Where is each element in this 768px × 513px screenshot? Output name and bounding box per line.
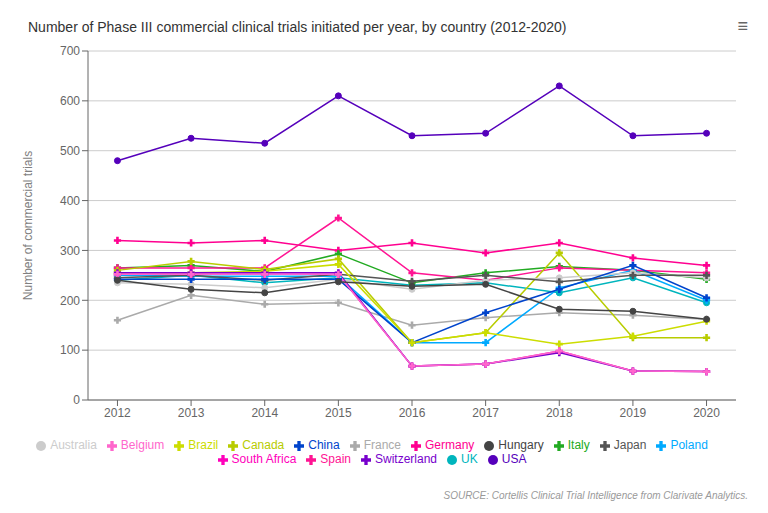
html-text:South Africa: South Africa (231, 452, 297, 466)
html-text:Belgium: Belgium (120, 438, 165, 452)
svg-text:500: 500 (60, 144, 80, 158)
html-text:Australia: Australia (50, 438, 97, 452)
svg-text:2012: 2012 (104, 406, 131, 420)
html-text:UK: UK (461, 452, 478, 466)
svg-text:2020: 2020 (693, 406, 720, 420)
html-text:Italy: Italy (567, 438, 590, 452)
html-text:Brazil: Brazil (188, 438, 219, 452)
svg-text:2016: 2016 (399, 406, 426, 420)
svg-text:2019: 2019 (620, 406, 647, 420)
svg-text:400: 400 (60, 194, 80, 208)
svg-text:2014: 2014 (251, 406, 278, 420)
svg-text:Number of commercial trials: Number of commercial trials (21, 151, 35, 300)
html-text:Spain: Spain (320, 452, 351, 466)
html-text:Hungary: Hungary (498, 438, 544, 452)
svg-text:100: 100 (60, 343, 80, 357)
html-text:Switzerland: Switzerland (375, 452, 437, 466)
svg-text:300: 300 (60, 244, 80, 258)
html-text:Germany: Germany (425, 438, 475, 452)
svg-text:200: 200 (60, 294, 80, 308)
html-text:China: China (308, 438, 340, 452)
html-text:USA: USA (501, 452, 527, 466)
html-text:Number of Phase III commercial: Number of Phase III commercial clinical … (28, 18, 567, 35)
html-text:Japan: Japan (613, 438, 647, 452)
svg-text:2017: 2017 (472, 406, 499, 420)
html-text:Poland: Poland (670, 438, 708, 452)
svg-text:2018: 2018 (546, 406, 573, 420)
html-text:Canada: Canada (242, 438, 285, 452)
svg-text:600: 600 (60, 94, 80, 108)
html-text:France: France (363, 438, 401, 452)
svg-text:700: 700 (60, 44, 80, 58)
html-text:SOURCE: Cortellis Clinical Tri: SOURCE: Cortellis Clinical Trial Intelli… (443, 490, 748, 501)
svg-text:2015: 2015 (325, 406, 352, 420)
svg-text:0: 0 (73, 393, 80, 407)
svg-text:2013: 2013 (178, 406, 205, 420)
